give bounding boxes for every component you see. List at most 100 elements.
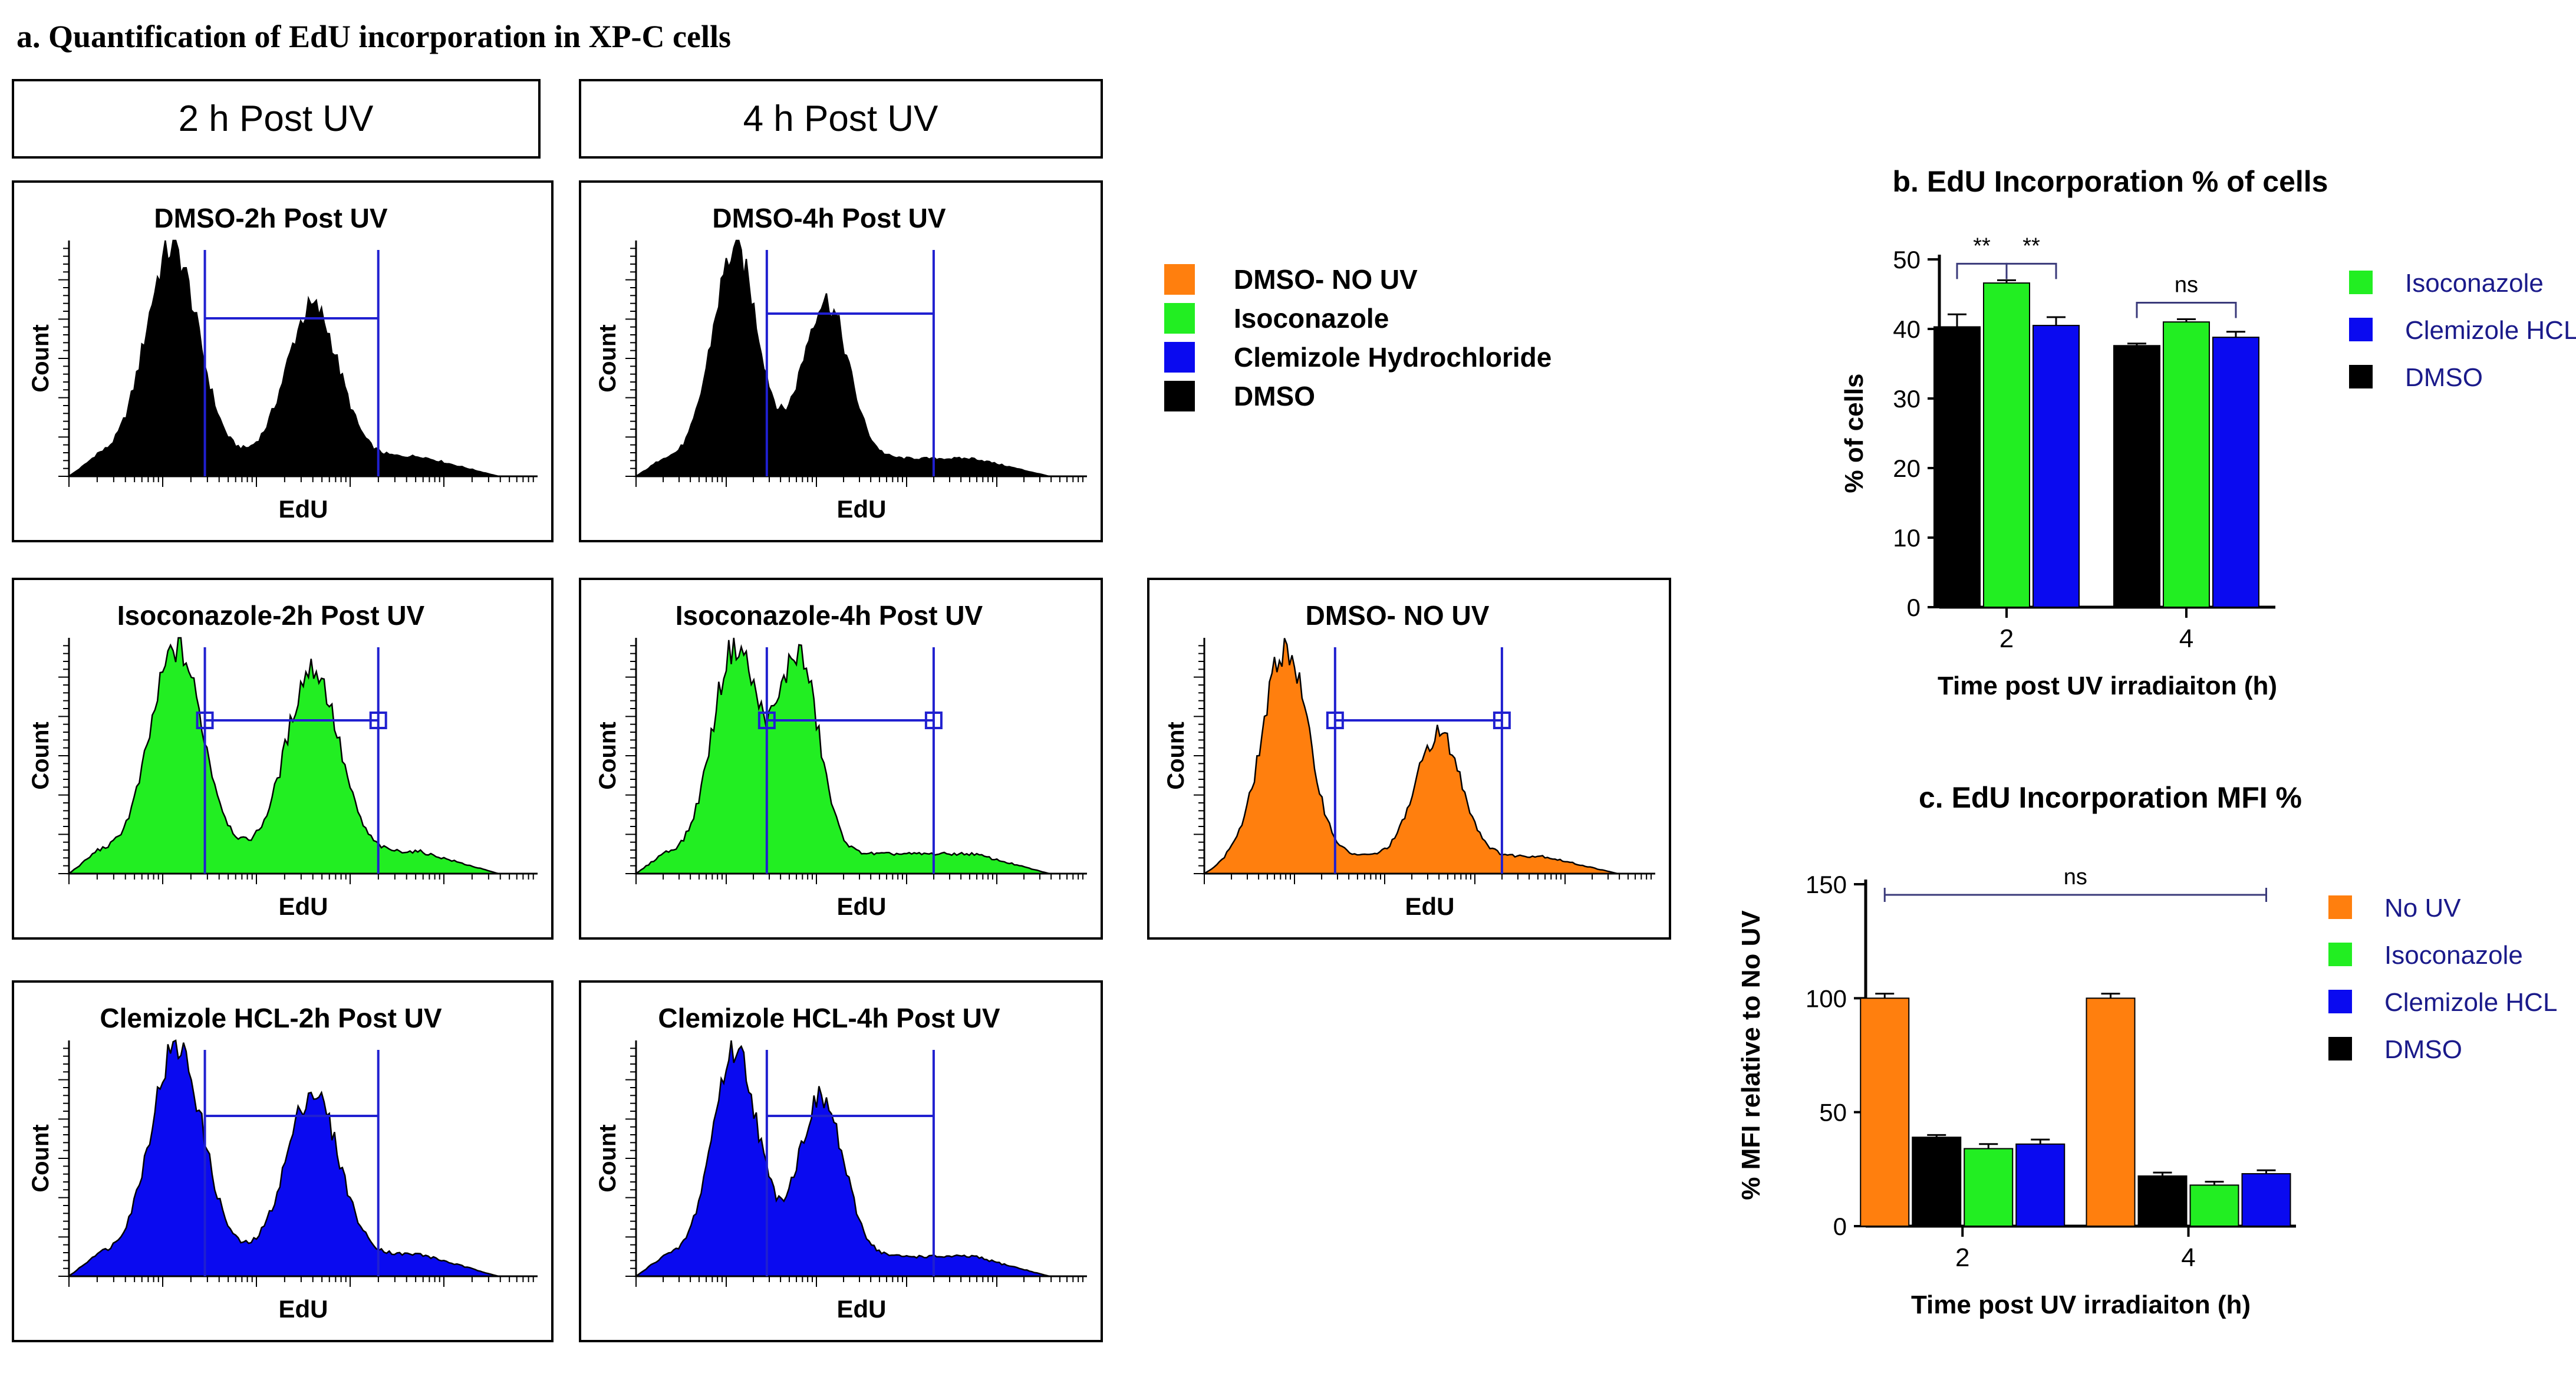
chart-y-tick-label: 50: [1819, 1099, 1847, 1127]
gate-marker: [924, 712, 943, 729]
chart-legend-label: Isoconazole: [2405, 269, 2544, 298]
bar-dmso-4: [2137, 1175, 2188, 1227]
histogram-title: Clemizole HCL-4h Post UV: [658, 1003, 1000, 1033]
chart-legend-swatch: [2328, 943, 2352, 966]
chart-y-tick-label: 20: [1893, 454, 1921, 482]
chart-x-tick-label: 2: [1999, 624, 2014, 653]
col-header-2h: 2 h Post UV: [12, 79, 541, 159]
bar-dmso-2: [1933, 326, 1981, 608]
chart-title: b. EdU Incorporation % of cells: [1893, 165, 2328, 198]
chart-legend-swatch: [2328, 990, 2352, 1013]
significance-label: **: [2022, 233, 2040, 258]
legend-a-swatch: [1164, 264, 1195, 295]
histogram-frame: [12, 980, 554, 1342]
histogram-y-label: Count: [595, 722, 621, 790]
chart-c-edu-mfi: c. EdU Incorporation MFI % 0 50 100 150 2 4 ns T…: [1737, 781, 2557, 1319]
chart-y-tick-label: 150: [1806, 871, 1847, 898]
chart-y-tick-label: 0: [1907, 594, 1921, 621]
chart-legend-swatch: [2328, 895, 2352, 919]
bar-clemizole-hcl-4: [2212, 337, 2259, 608]
histogram-title: DMSO- NO UV: [1306, 600, 1490, 631]
bar-isoconazole-4: [2162, 321, 2210, 608]
chart-legend-label: DMSO: [2384, 1035, 2462, 1064]
chart-title: c. EdU Incorporation MFI %: [1919, 781, 2302, 814]
histogram-x-label: EdU: [279, 892, 328, 920]
chart-x-label: Time post UV irradiaiton (h): [1911, 1290, 2251, 1319]
histogram-3: Isoconazole-2h Post UV EdU Count: [12, 578, 554, 940]
bar-dmso-4: [2113, 345, 2160, 608]
histogram-title: DMSO-2h Post UV: [154, 203, 387, 233]
legend-a-label: Isoconazole: [1234, 303, 1389, 334]
chart-legend-label: Clemizole HCL: [2384, 988, 2557, 1017]
histogram-title: Isoconazole-4h Post UV: [676, 600, 983, 631]
gate-marker: [196, 712, 214, 729]
chart-y-tick-label: 10: [1893, 524, 1921, 552]
histogram-title: Clemizole HCL-2h Post UV: [100, 1003, 442, 1033]
significance-label: ns: [2175, 272, 2198, 297]
bar-clemizole-hcl-2: [2033, 325, 2080, 608]
chart-legend-label: No UV: [2384, 894, 2461, 923]
col-header-4h-label: 4 h Post UV: [743, 98, 938, 139]
gate-marker: [369, 712, 387, 729]
chart-legend-swatch: [2349, 365, 2373, 388]
chart-legend-label: Clemizole HCL: [2405, 316, 2576, 345]
histogram-x-label: EdU: [837, 495, 887, 523]
legend-a-swatch: [1164, 303, 1195, 334]
histogram-7: Clemizole HCL-4h Post UV EdU Count: [579, 980, 1103, 1342]
bar-isoconazole-4: [2189, 1184, 2239, 1227]
chart-legend-swatch: [2349, 318, 2373, 341]
chart-x-tick-label: 2: [1955, 1243, 1969, 1272]
chart-y-tick-label: 50: [1893, 246, 1921, 274]
chart-legend-swatch: [2328, 1037, 2352, 1060]
bar-clemizole-hcl-2: [2015, 1143, 2066, 1227]
chart-x-tick-label: 4: [2179, 624, 2193, 653]
histogram-y-label: Count: [595, 1124, 621, 1193]
histogram-2: DMSO-4h Post UV EdU Count: [579, 180, 1103, 542]
chart-x-label: Time post UV irradiaiton (h): [1938, 671, 2277, 700]
histogram-y-label: Count: [595, 324, 621, 393]
chart-legend-swatch: [2349, 271, 2373, 294]
histogram-distribution: [67, 1039, 538, 1277]
histogram-5: DMSO- NO UV EdU Count: [1147, 578, 1671, 940]
chart-y-label: % of cells: [1840, 374, 1869, 493]
histogram-1: DMSO-2h Post UV EdU Count: [12, 180, 554, 542]
histogram-title: Isoconazole-2h Post UV: [117, 600, 425, 631]
histogram-x-label: EdU: [837, 892, 887, 920]
bar-isoconazole-2: [1983, 282, 2030, 608]
bar-no-uv-2: [1860, 997, 1910, 1227]
significance-label: ns: [2064, 865, 2087, 890]
legend-panel-a: DMSO- NO UV Isoconazole Clemizole Hydrochl…: [1164, 264, 1551, 411]
histogram-title: DMSO-4h Post UV: [712, 203, 946, 233]
histogram-distribution: [67, 239, 538, 477]
histogram-6: Clemizole HCL-2h Post UV EdU Count: [12, 980, 554, 1342]
gate-marker: [1493, 712, 1511, 729]
significance-label: **: [1973, 233, 1991, 258]
histogram-panels: DMSO-2h Post UV EdU Count DMSO-4h Post UV Ed…: [12, 180, 1671, 1342]
gate-marker: [1326, 712, 1344, 729]
histogram-y-label: Count: [1163, 722, 1189, 790]
histogram-distribution: [633, 239, 1087, 477]
histogram-frame: [12, 180, 554, 542]
histogram-distribution: [634, 637, 1087, 875]
bar-dmso-2: [1912, 1137, 1962, 1227]
bar-clemizole-hcl-4: [2241, 1173, 2291, 1227]
histogram-y-label: Count: [28, 1124, 54, 1193]
legend-a-swatch: [1164, 381, 1195, 411]
chart-y-tick-label: 40: [1893, 315, 1921, 343]
panel-a-title: a. Quantification of EdU incorporation i…: [17, 19, 731, 54]
chart-legend-label: DMSO: [2405, 363, 2483, 392]
chart-y-tick-label: 30: [1893, 385, 1921, 413]
legend-a-swatch: [1164, 342, 1195, 373]
bar-isoconazole-2: [1964, 1148, 2014, 1227]
legend-a-label: DMSO- NO UV: [1234, 264, 1418, 295]
histogram-frame: [579, 578, 1103, 940]
chart-b-edu-percent: b. EdU Incorporation % of cells 0 10 20 30 40…: [1840, 165, 2576, 700]
significance-bracket: [2005, 262, 2057, 279]
histogram-x-label: EdU: [279, 1295, 328, 1323]
chart-x-tick-label: 4: [2181, 1243, 2195, 1272]
significance-bracket: [1956, 262, 2008, 279]
histogram-x-label: EdU: [279, 495, 328, 523]
col-header-2h-label: 2 h Post UV: [179, 98, 374, 139]
histogram-x-label: EdU: [837, 1295, 887, 1323]
